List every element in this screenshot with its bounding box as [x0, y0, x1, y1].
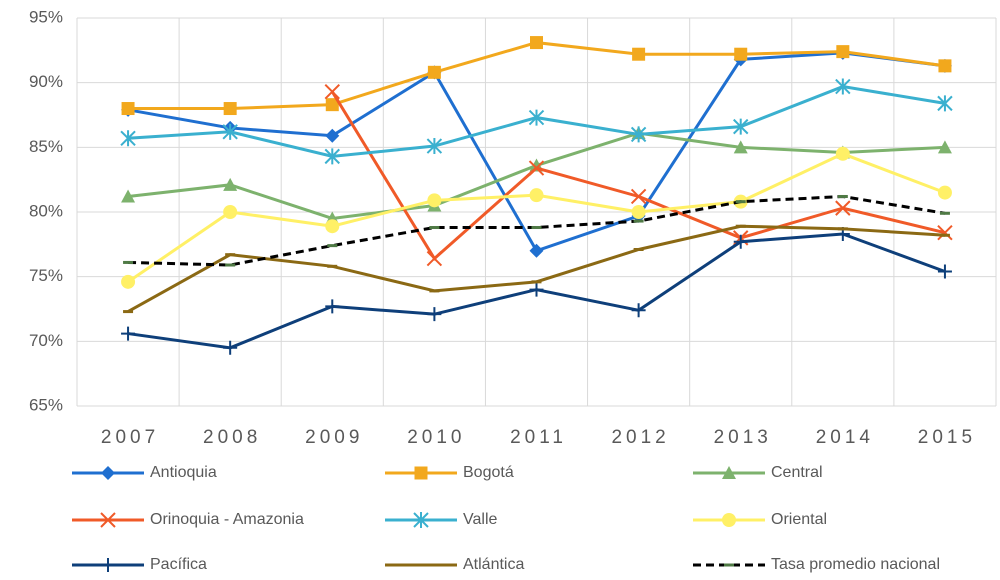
point-marker	[325, 128, 340, 143]
legend-label: Atlántica	[463, 556, 524, 573]
point-marker	[427, 193, 442, 208]
point-marker	[937, 140, 952, 154]
x-tick-label: 2015	[918, 427, 976, 448]
point-marker	[223, 340, 238, 355]
point-marker	[733, 140, 748, 154]
point-marker	[325, 98, 339, 112]
x-tick-label: 2012	[611, 427, 669, 448]
point-marker	[528, 109, 545, 126]
point-marker	[223, 205, 238, 219]
legend-marker	[722, 466, 736, 479]
point-marker	[121, 102, 135, 116]
point-marker	[120, 130, 136, 147]
point-marker	[426, 138, 443, 155]
point-marker	[631, 303, 646, 318]
y-tick-label: 80%	[29, 201, 63, 220]
y-tick-label: 75%	[29, 266, 63, 285]
series-line	[127, 224, 946, 313]
point-marker	[937, 95, 953, 112]
series-line	[127, 131, 946, 220]
point-marker	[835, 78, 851, 95]
x-tick-label: 2011	[510, 427, 567, 448]
point-marker	[631, 205, 646, 219]
point-marker	[325, 219, 340, 234]
point-marker	[836, 45, 850, 59]
point-marker	[937, 224, 953, 241]
x-tick-label: 2008	[203, 427, 261, 448]
x-tick-label: 2009	[305, 427, 363, 448]
point-marker	[427, 307, 442, 322]
point-marker	[121, 326, 136, 341]
legend-marker	[413, 512, 429, 528]
legend-marker	[722, 513, 736, 527]
point-marker	[632, 47, 646, 61]
point-marker	[734, 47, 748, 61]
legend-label: Orinoquia - Amazonia	[150, 511, 304, 528]
legend-label: Pacífica	[150, 556, 207, 573]
point-marker	[528, 160, 545, 176]
series-line	[128, 194, 946, 267]
point-marker	[324, 84, 340, 100]
point-marker	[530, 36, 543, 50]
point-marker	[529, 188, 544, 203]
y-tick-label: 90%	[29, 72, 63, 91]
point-marker	[121, 189, 136, 203]
x-tick-label: 2007	[101, 427, 159, 448]
legend-label: Antioquia	[150, 464, 217, 481]
point-marker	[835, 146, 850, 161]
point-marker	[733, 118, 749, 135]
legend-marker	[101, 466, 115, 480]
y-tick-label: 95%	[29, 7, 63, 26]
legend-label: Valle	[463, 511, 497, 528]
legend-label: Tasa promedio nacional	[771, 556, 940, 573]
point-marker	[222, 123, 238, 140]
point-marker	[937, 185, 952, 200]
point-marker	[938, 59, 952, 73]
point-marker	[223, 102, 237, 116]
point-marker	[223, 177, 238, 191]
series-line	[128, 41, 946, 111]
y-tick-label: 85%	[29, 137, 63, 156]
point-marker	[427, 65, 441, 79]
point-marker	[733, 234, 748, 249]
x-tick-label: 2013	[714, 427, 772, 448]
point-marker	[325, 299, 340, 314]
y-tick-label: 70%	[29, 331, 63, 350]
point-marker	[121, 274, 136, 289]
point-marker	[324, 148, 340, 165]
point-marker	[835, 200, 851, 216]
x-tick-label: 2014	[816, 427, 874, 448]
legend-marker	[101, 558, 115, 572]
point-marker	[426, 250, 443, 267]
point-marker	[630, 126, 647, 143]
point-marker	[529, 243, 544, 258]
legend-marker	[414, 466, 428, 480]
point-marker	[937, 264, 952, 279]
legend-label: Central	[771, 464, 823, 481]
legend-marker	[100, 512, 116, 528]
series-line	[330, 90, 946, 261]
legend-label: Bogotá	[463, 464, 514, 481]
legend-label: Oriental	[771, 511, 827, 528]
y-tick-label: 65%	[29, 395, 63, 414]
point-marker	[529, 282, 544, 297]
point-marker	[630, 188, 647, 205]
x-tick-label: 2010	[407, 427, 465, 448]
